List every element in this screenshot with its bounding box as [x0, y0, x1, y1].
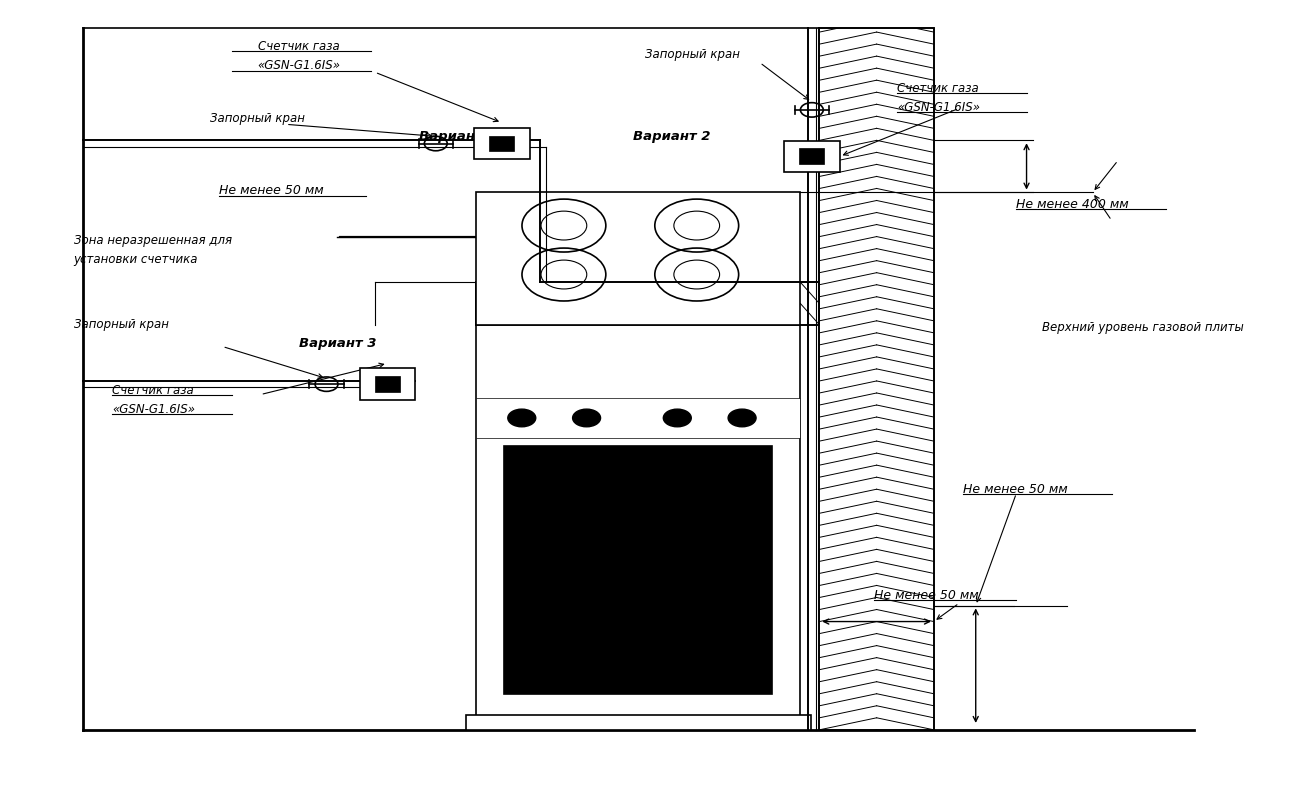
Text: Запорный кран: Запорный кран [209, 112, 305, 125]
Bar [359, 368, 416, 400]
Text: «GSN-G1.6IS»: «GSN-G1.6IS» [257, 59, 340, 72]
Text: Верхний уровень газовой плиты: Верхний уровень газовой плиты [1041, 321, 1243, 334]
Text: Не менее 50 мм: Не менее 50 мм [963, 483, 1067, 496]
Text: Не менее 50 мм: Не менее 50 мм [218, 184, 323, 197]
Text: «GSN-G1.6IS»: «GSN-G1.6IS» [897, 101, 979, 114]
Bar [504, 446, 773, 694]
Text: Счетчик газа: Счетчик газа [112, 384, 194, 397]
Bar [784, 140, 840, 172]
Circle shape [663, 409, 691, 427]
Circle shape [729, 409, 756, 427]
Bar [474, 128, 530, 160]
Bar [477, 325, 801, 730]
Bar [466, 715, 810, 730]
Bar [477, 282, 819, 325]
Text: Счетчик газа: Счетчик газа [897, 82, 979, 95]
Text: Не менее 50 мм: Не менее 50 мм [875, 589, 979, 602]
Text: Вариант 3: Вариант 3 [298, 337, 376, 350]
Text: Вариант 2: Вариант 2 [633, 130, 711, 143]
Bar [477, 192, 801, 325]
Bar [819, 28, 934, 730]
Text: Запорный кран: Запорный кран [646, 48, 740, 61]
Text: установки счетчика: установки счетчика [74, 253, 198, 265]
Text: Вариант 1: Вариант 1 [420, 130, 496, 143]
Bar [800, 148, 824, 164]
Bar [477, 398, 801, 438]
Text: Зона неразрешенная для: Зона неразрешенная для [74, 234, 231, 247]
Bar [375, 376, 401, 392]
Text: Счетчик газа: Счетчик газа [257, 40, 340, 53]
Circle shape [572, 409, 601, 427]
Text: «GSN-G1.6IS»: «GSN-G1.6IS» [112, 403, 195, 415]
Bar [490, 136, 514, 152]
Text: Не менее 400 мм: Не менее 400 мм [1017, 198, 1129, 211]
Bar [477, 282, 819, 325]
Bar [819, 28, 934, 730]
Circle shape [508, 409, 536, 427]
Text: Запорный кран: Запорный кран [74, 318, 168, 330]
